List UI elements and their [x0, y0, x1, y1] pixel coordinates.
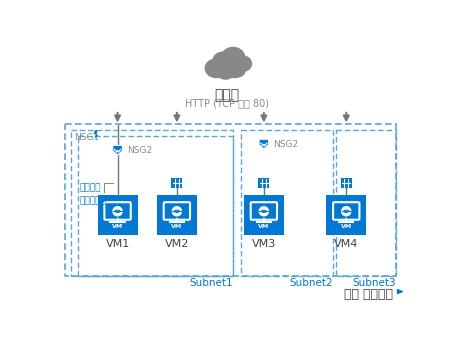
Bar [241, 130, 333, 276]
Ellipse shape [213, 52, 233, 69]
Ellipse shape [217, 67, 234, 79]
Bar [65, 124, 396, 276]
Text: VM2: VM2 [165, 239, 189, 249]
Text: VM1: VM1 [106, 239, 130, 249]
Polygon shape [94, 130, 98, 139]
Circle shape [113, 207, 122, 216]
Text: Subnet3: Subnet3 [353, 278, 396, 288]
Bar [258, 178, 269, 188]
Text: HTTP (TCP 포트 80): HTTP (TCP 포트 80) [185, 98, 269, 108]
Text: NSG1: NSG1 [74, 133, 99, 142]
Bar [336, 130, 396, 276]
Ellipse shape [233, 56, 252, 71]
Circle shape [342, 207, 351, 216]
Text: 네트워크
인터페이스: 네트워크 인터페이스 [80, 184, 107, 205]
Circle shape [172, 207, 181, 216]
Text: VM: VM [341, 224, 352, 229]
Text: VM: VM [112, 224, 123, 229]
Bar [97, 195, 138, 235]
Text: VM: VM [171, 224, 183, 229]
Text: NSG2: NSG2 [273, 140, 298, 149]
Polygon shape [259, 139, 269, 149]
Text: Subnet2: Subnet2 [290, 278, 333, 288]
Ellipse shape [224, 62, 245, 77]
Bar [71, 130, 233, 276]
Bar [171, 178, 182, 188]
Circle shape [259, 207, 268, 216]
Bar [244, 195, 284, 235]
Ellipse shape [205, 59, 227, 77]
Polygon shape [113, 145, 122, 155]
Bar [157, 195, 197, 235]
Ellipse shape [221, 48, 244, 68]
Bar [326, 195, 366, 235]
Text: 인터넷: 인터넷 [214, 88, 239, 102]
Text: NSG2: NSG2 [127, 146, 152, 155]
Text: Subnet1: Subnet1 [189, 278, 233, 288]
Text: VM4: VM4 [334, 239, 359, 249]
Bar [78, 136, 233, 276]
Text: VM3: VM3 [252, 239, 276, 249]
Bar [341, 178, 352, 188]
Text: 가상 네트워크: 가상 네트워크 [344, 289, 393, 301]
Text: VM: VM [258, 224, 270, 229]
